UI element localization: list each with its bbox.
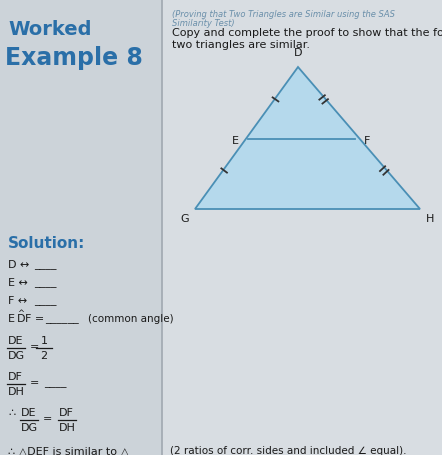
Text: (2 ratios of corr. sides and included ∠ equal).: (2 ratios of corr. sides and included ∠ …	[170, 445, 407, 455]
Text: 2: 2	[40, 350, 48, 360]
Text: E: E	[8, 313, 15, 324]
Text: ____: ____	[34, 295, 57, 305]
Text: F: F	[364, 136, 370, 146]
Text: E: E	[232, 136, 239, 146]
Text: Similarity Test): Similarity Test)	[172, 19, 235, 28]
Text: ____: ____	[34, 278, 57, 288]
Text: 1: 1	[41, 335, 47, 345]
Text: DG: DG	[8, 350, 25, 360]
Text: DF: DF	[59, 407, 74, 417]
Text: ∴: ∴	[8, 407, 15, 417]
Text: (Proving that Two Triangles are Similar using the SAS: (Proving that Two Triangles are Similar …	[172, 10, 395, 19]
Text: D: D	[17, 313, 26, 324]
Text: D ↔: D ↔	[8, 259, 33, 269]
Text: Solution:: Solution:	[8, 236, 85, 250]
Text: H: H	[426, 213, 434, 223]
Text: DE: DE	[8, 335, 23, 345]
Text: DE: DE	[21, 407, 37, 417]
Text: DH: DH	[8, 386, 25, 396]
Bar	[0, 0, 162, 455]
Text: =: =	[30, 377, 39, 387]
Polygon shape	[195, 68, 420, 210]
Text: Example 8: Example 8	[5, 46, 143, 70]
Text: ∴ △DEF is similar to △: ∴ △DEF is similar to △	[8, 445, 129, 455]
Text: ^: ^	[17, 308, 24, 317]
Text: ____: ____	[34, 259, 57, 269]
Text: =: =	[30, 341, 39, 351]
Text: ____: ____	[145, 445, 168, 455]
Text: (common angle): (common angle)	[88, 313, 174, 324]
Text: ______: ______	[45, 313, 79, 324]
Text: ____: ____	[44, 377, 66, 387]
Text: F =: F =	[25, 313, 48, 324]
Text: Worked: Worked	[8, 20, 91, 39]
Bar	[162, 0, 442, 455]
Text: F ↔: F ↔	[8, 295, 31, 305]
Text: E ↔: E ↔	[8, 278, 31, 288]
Text: =: =	[43, 413, 52, 423]
Text: DG: DG	[21, 422, 38, 432]
Text: two triangles are similar.: two triangles are similar.	[172, 40, 310, 50]
Text: G: G	[180, 213, 189, 223]
Text: D: D	[294, 48, 302, 58]
Text: DF: DF	[8, 371, 23, 381]
Text: Copy and complete the proof to show that the following: Copy and complete the proof to show that…	[172, 28, 442, 38]
Text: DH: DH	[59, 422, 76, 432]
